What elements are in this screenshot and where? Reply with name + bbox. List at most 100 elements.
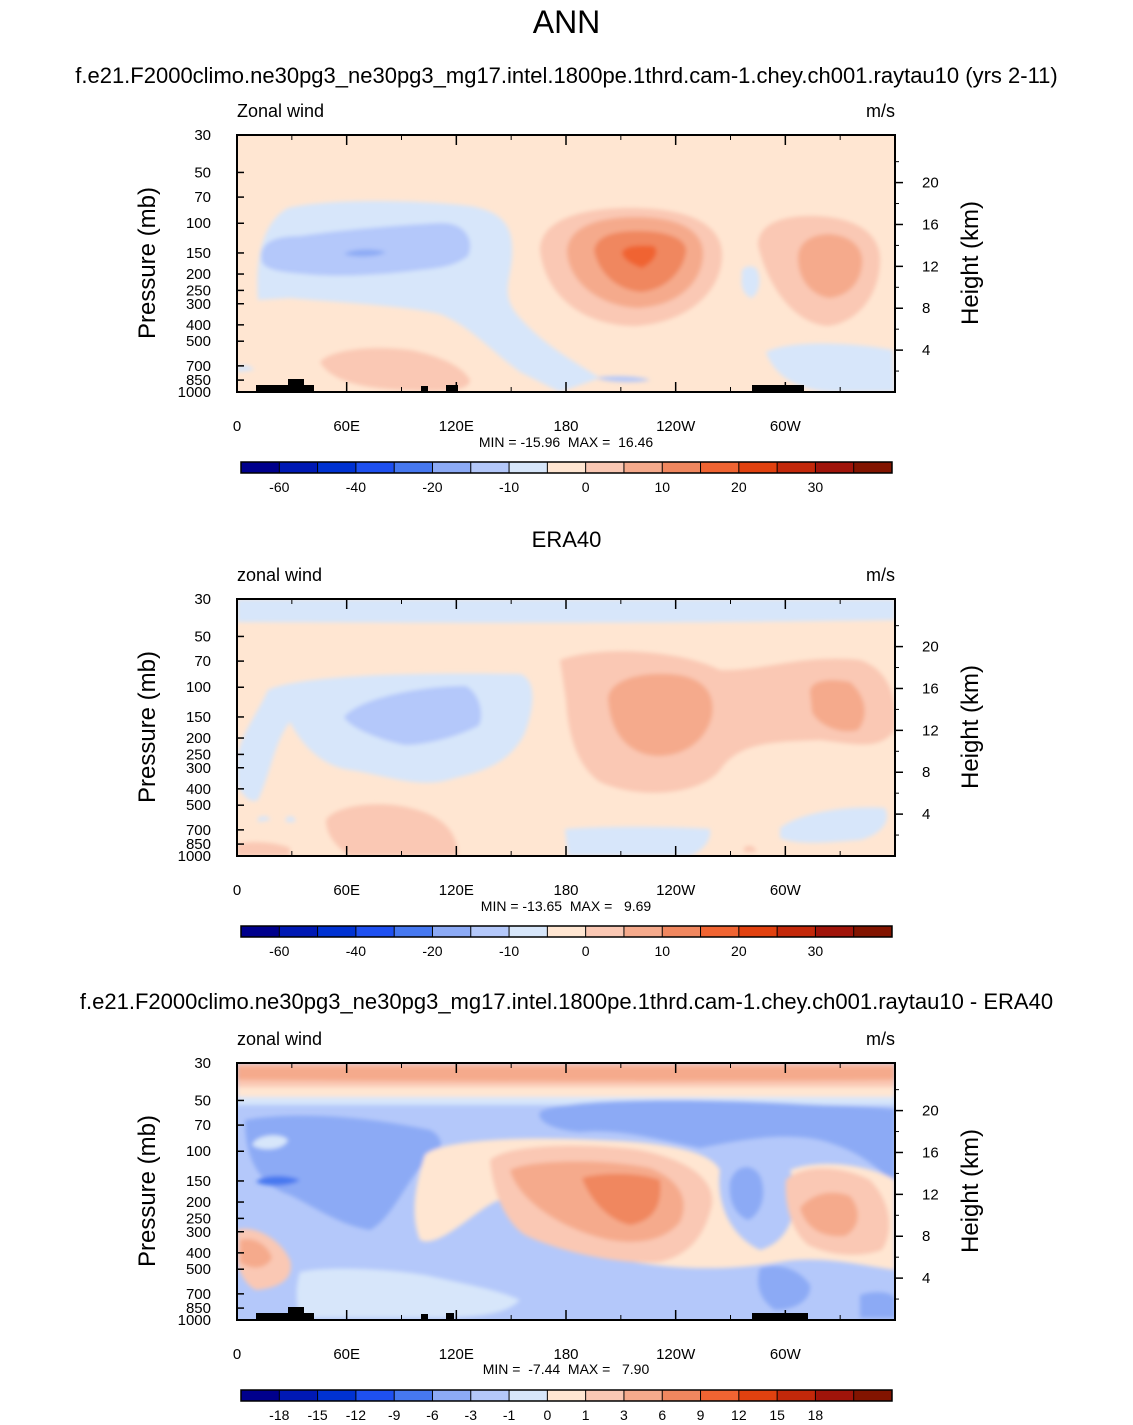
y-tick-label: 50 xyxy=(194,164,211,181)
x-tick-label: 60W xyxy=(770,1346,802,1363)
x-tick-label: 180 xyxy=(553,1346,578,1363)
y-tick-label: 250 xyxy=(186,746,211,763)
neg-region xyxy=(539,1100,895,1185)
x-tick-label: 0 xyxy=(233,418,241,435)
colorbar-swatch xyxy=(355,1390,395,1401)
x-tick-label: 120E xyxy=(439,418,474,435)
y-tick-label: 850 xyxy=(186,372,211,389)
colorbar-swatch xyxy=(355,926,395,937)
colorbar-diff: -18 -15 -12 -9 -6 -3 -1 0 1 3 6 9 12 15 18 xyxy=(240,1389,893,1423)
colorbar-swatch xyxy=(509,926,548,937)
colorbar-swatch xyxy=(623,926,663,937)
colorbar-swatch xyxy=(279,926,319,937)
y-tick-label: 100 xyxy=(186,679,211,696)
colorbar-label: 20 xyxy=(731,943,747,959)
yr-ticks-model: 20 16 12 8 4 xyxy=(895,161,939,372)
colorbar-label: -18 xyxy=(269,1407,289,1423)
colorbar-frame xyxy=(240,461,893,474)
y-right-tick-label: 16 xyxy=(922,1144,939,1161)
var-label-obs: zonal wind xyxy=(237,565,322,585)
colorbar-label: -9 xyxy=(388,1407,401,1423)
colorbar-swatch xyxy=(317,926,357,937)
y-right-tick-label: 12 xyxy=(922,1186,939,1203)
colorbar-label: 30 xyxy=(808,479,824,495)
colorbar-swatch xyxy=(470,926,510,937)
colorbar-swatch xyxy=(547,462,587,473)
colorbar-label: 6 xyxy=(658,1407,666,1423)
pos-region xyxy=(608,673,713,756)
panel-title-diff: f.e21.F2000climo.ne30pg3_ne30pg3_mg17.in… xyxy=(80,989,1053,1014)
y-tick-label: 850 xyxy=(186,1300,211,1317)
y-right-tick-label: 4 xyxy=(922,342,930,359)
neg-region xyxy=(237,599,895,623)
contour-field-model xyxy=(237,135,895,392)
y-tick-label: 50 xyxy=(194,628,211,645)
neg-region xyxy=(729,1167,764,1220)
colorbar-label: -40 xyxy=(346,943,366,959)
colorbar-swatch xyxy=(241,1390,280,1401)
y-tick-label: 30 xyxy=(194,1055,211,1072)
contour-field-obs xyxy=(237,599,895,856)
neg-region xyxy=(245,1115,441,1230)
ylabel-right-diff: Height (km) xyxy=(957,1129,984,1253)
colorbar-label: -60 xyxy=(269,479,289,495)
colorbar-swatch xyxy=(432,462,472,473)
colorbar-label: 30 xyxy=(808,943,824,959)
neg-region xyxy=(780,807,888,843)
y-tick-label: 250 xyxy=(186,282,211,299)
colorbar-swatch xyxy=(394,926,433,937)
ylabel-diff: Pressure (mb) xyxy=(134,1115,161,1267)
y-tick-label: 30 xyxy=(194,591,211,608)
y-tick-label: 700 xyxy=(186,1286,211,1303)
neg-region xyxy=(596,376,650,383)
colorbar-label: -1 xyxy=(503,1407,516,1423)
pos-region xyxy=(744,845,756,852)
colorbar-obs: -60 -40 -20 -10 0 10 20 30 xyxy=(240,925,893,959)
colorbar-swatch xyxy=(585,1390,625,1401)
colorbar-swatch xyxy=(470,1390,510,1401)
y-right-tick-label: 20 xyxy=(922,639,939,656)
colorbar-swatch xyxy=(700,1390,740,1401)
y-right-tick-label: 4 xyxy=(922,1270,930,1287)
x-tick-label: 60E xyxy=(333,1346,360,1363)
colorbar-model: -60 -40 -20 -10 0 10 20 30 xyxy=(240,461,893,495)
neg-region xyxy=(261,222,471,276)
x-tick-label: 120W xyxy=(656,1346,696,1363)
colorbar-frame xyxy=(240,925,893,938)
y-tick-label: 200 xyxy=(186,730,211,747)
neg-region xyxy=(766,343,895,392)
units-obs: m/s xyxy=(866,565,895,585)
neg-band xyxy=(237,1097,895,1105)
y-tick-label: 150 xyxy=(186,245,211,262)
colorbar-label: -40 xyxy=(346,479,366,495)
colorbar-swatch xyxy=(241,926,280,937)
colorbar-label: 0 xyxy=(582,479,590,495)
colorbar-swatch xyxy=(279,462,319,473)
colorbar-label: -12 xyxy=(346,1407,366,1423)
stats-diff: MIN = -7.44 MAX = 7.90 xyxy=(483,1361,650,1377)
pos-region xyxy=(320,348,470,391)
y-tick-label: 200 xyxy=(186,266,211,283)
x-tick-label: 180 xyxy=(553,418,578,435)
pos-region xyxy=(240,1238,272,1268)
yr-ticks-diff: 20 16 12 8 4 xyxy=(895,1089,939,1300)
colorbar-label: 12 xyxy=(731,1407,747,1423)
x-tick-label: 60W xyxy=(770,418,802,435)
panel-title-obs: ERA40 xyxy=(532,527,602,552)
colorbar-swatch xyxy=(738,1390,778,1401)
colorbar-swatch xyxy=(777,1390,816,1401)
pos-region xyxy=(622,245,657,268)
colorbar-swatch xyxy=(241,462,280,473)
y-right-tick-label: 12 xyxy=(922,722,939,739)
colorbar-swatch xyxy=(662,462,702,473)
topography-model xyxy=(256,379,804,392)
x-tick-label: 120W xyxy=(656,882,696,899)
colorbar-label: -3 xyxy=(465,1407,478,1423)
pos-region xyxy=(798,234,863,298)
neg-region xyxy=(296,1268,520,1318)
var-label-model: Zonal wind xyxy=(237,101,324,121)
y-tick-label: 150 xyxy=(186,1173,211,1190)
